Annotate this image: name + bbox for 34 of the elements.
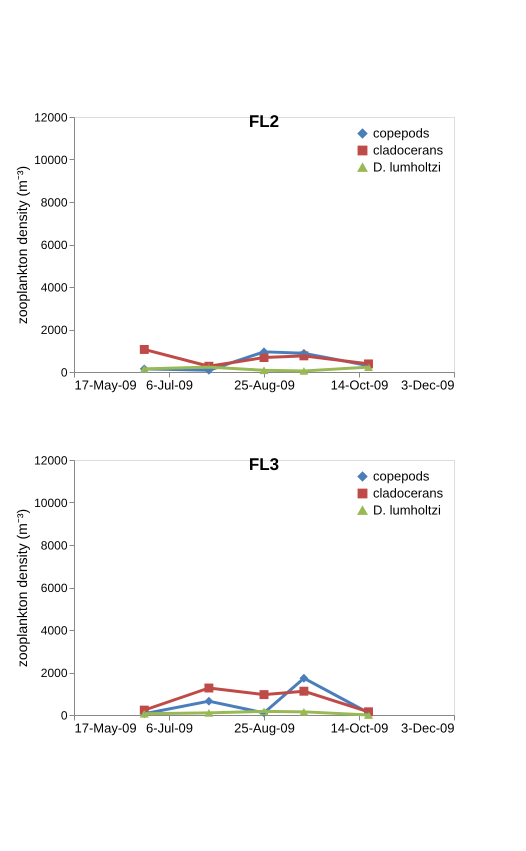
x-tick-label: 25-Aug-09: [234, 378, 295, 392]
y-tick-label: 8000: [40, 538, 68, 552]
chart-title: FL2: [248, 112, 280, 131]
x-tick-label: 6-Jul-09: [146, 720, 193, 736]
chart-title: FL3: [248, 455, 280, 474]
x-tick-label: 3-Dec-09: [401, 720, 454, 736]
y-tick-label: 10000: [34, 153, 68, 167]
x-tick-label: 6-Jul-09: [146, 378, 193, 392]
y-axis-title: zooplankton density (m⁻³): [14, 508, 30, 668]
x-tick-label: 17-May-09: [74, 720, 137, 736]
x-tick-label: 3-Dec-09: [401, 378, 454, 392]
x-tick-label: 14-Oct-09: [330, 378, 388, 392]
y-tick-label: 10000: [34, 496, 68, 510]
legend-label: copepods: [373, 126, 430, 140]
y-tick-label: 6000: [40, 238, 68, 252]
y-tick-label: 8000: [40, 196, 68, 210]
y-tick-label: 12000: [34, 454, 68, 468]
legend-label: copepods: [373, 468, 430, 484]
x-tick-label: 17-May-09: [74, 378, 137, 392]
y-tick-label: 0: [60, 366, 68, 380]
legend-label: cladocerans: [373, 142, 444, 158]
x-tick-label: 25-Aug-09: [234, 720, 295, 736]
y-tick-label: 4000: [40, 624, 68, 638]
y-tick-label: 2000: [40, 323, 68, 337]
x-tick-label: 14-Oct-09: [330, 720, 388, 736]
y-tick-label: 2000: [40, 666, 68, 680]
y-tick-label: 6000: [40, 581, 68, 595]
y-axis-title: zooplankton density (m⁻³): [14, 166, 30, 324]
y-tick-label: 4000: [40, 280, 68, 294]
legend-label: D. lumholtzi: [373, 502, 442, 518]
legend-label: D. lumholtzi: [373, 160, 442, 174]
y-tick-label: 0: [60, 708, 68, 722]
y-tick-label: 12000: [34, 110, 68, 124]
legend-label: cladocerans: [373, 486, 444, 500]
